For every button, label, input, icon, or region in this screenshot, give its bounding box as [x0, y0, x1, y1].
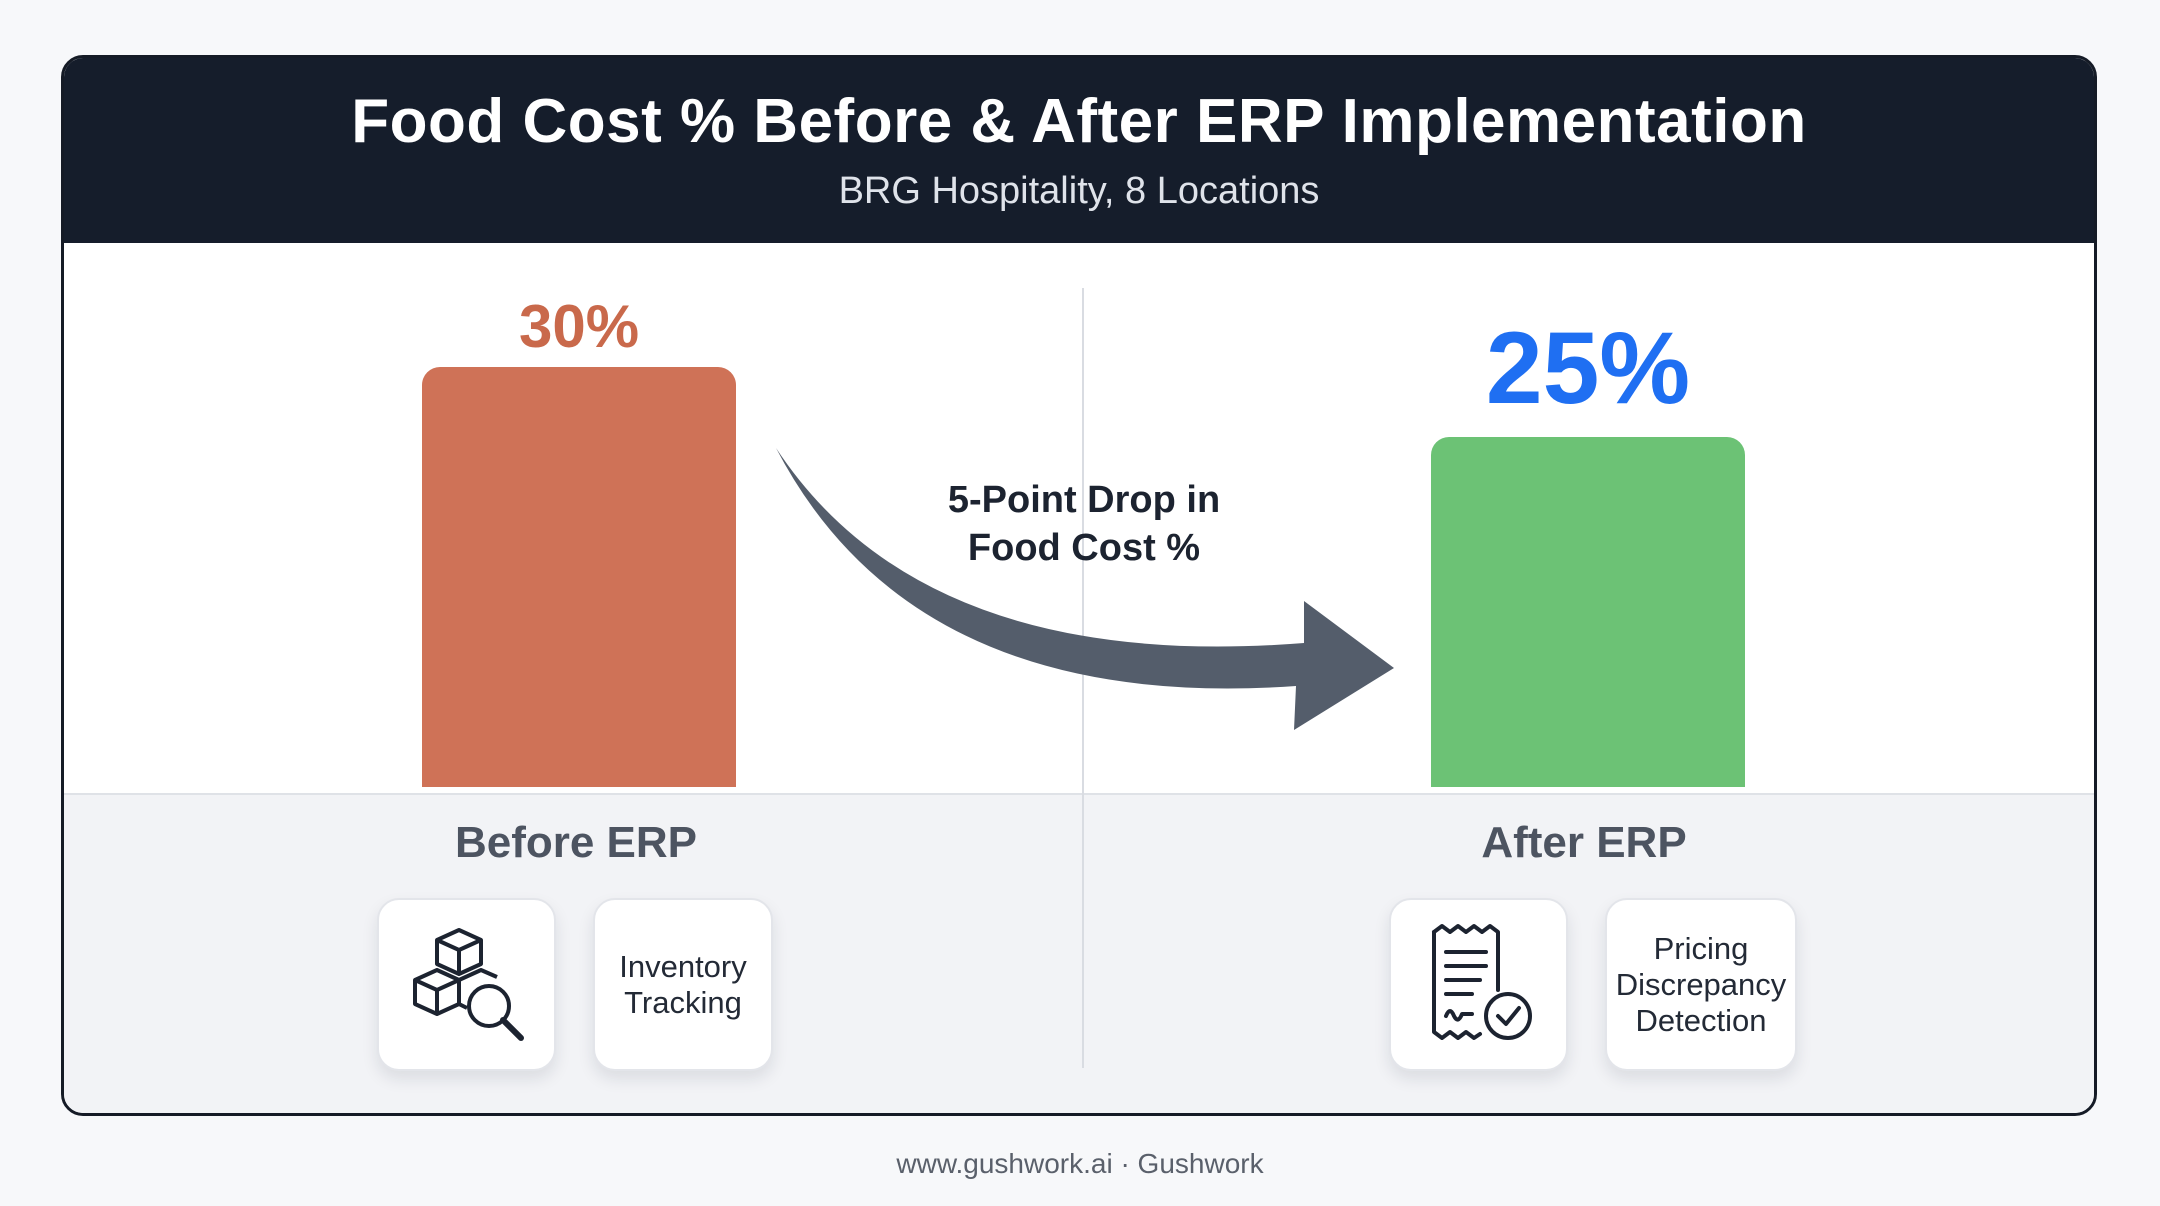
group-label-after-erp: After ERP [1481, 818, 1687, 867]
group-label-before-erp: Before ERP [454, 818, 698, 867]
chart-header: Food Cost % Before & After ERP Implement… [64, 58, 2094, 243]
tile-inventory-tracking: Inventory Tracking [593, 898, 773, 1071]
bar-after-erp [1431, 437, 1745, 787]
drop-annotation: 5-Point Drop in Food Cost % [947, 479, 1221, 569]
value-label-after-erp: 25% [1485, 310, 1691, 425]
tile-receipt-icon [1389, 898, 1568, 1071]
chart-subtitle: BRG Hospitality, 8 Locations [838, 170, 1320, 212]
tile-inventory-icon [377, 898, 556, 1071]
tile-pricing-discrepancy-text: Pricing Discrepancy Detection [1615, 930, 1787, 1038]
drop-arrow [776, 448, 1394, 730]
drop-arrow-body [776, 448, 1394, 730]
footer-credit: www.gushwork.ai · Gushwork [896, 1148, 1264, 1179]
center-divider [1082, 288, 1084, 1068]
chart-title: Food Cost % Before & After ERP Implement… [351, 87, 1807, 156]
receipt-check-icon [1431, 923, 1532, 1040]
tile-inventory-tracking-text: Inventory Tracking [619, 948, 747, 1020]
chart-card: Food Cost % Before & After ERP Implement… [61, 55, 2097, 1116]
bar-before-erp [422, 367, 736, 787]
boxes-magnifier-icon [412, 927, 524, 1041]
tile-pricing-discrepancy: Pricing Discrepancy Detection [1605, 898, 1797, 1071]
value-label-before-erp: 30% [518, 293, 640, 360]
